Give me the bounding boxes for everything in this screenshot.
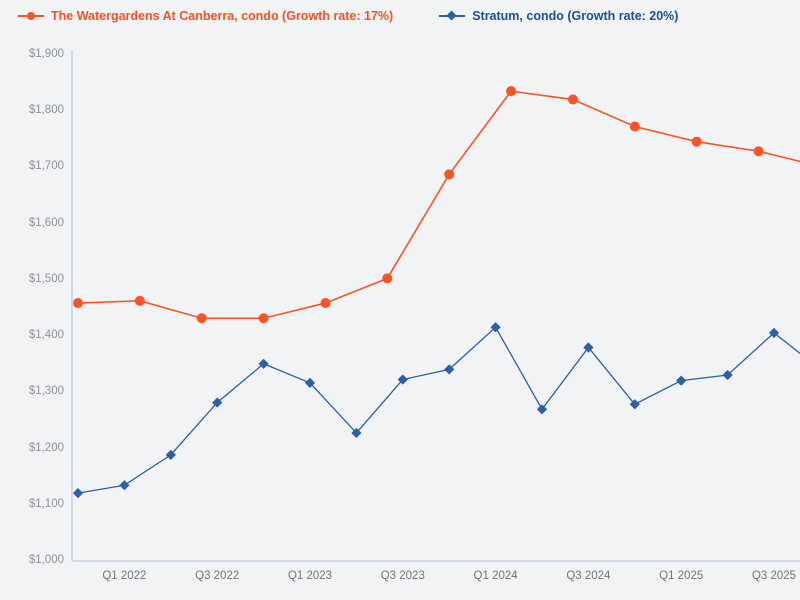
diamond-marker-icon (439, 10, 466, 22)
x-tick-label: Q3 2024 (566, 570, 611, 582)
y-tick-label: $1,800 (28, 104, 64, 117)
legend-label-watergardens: The Watergardens At Canberra, condo (Gro… (51, 9, 394, 23)
data-point-marker-a[interactable] (134, 295, 145, 306)
data-point-marker-a[interactable] (691, 136, 702, 147)
data-point-marker-b[interactable] (397, 374, 408, 385)
data-point-marker-b[interactable] (351, 427, 362, 439)
data-point-marker-b[interactable] (629, 399, 640, 410)
circle-marker-icon (18, 10, 44, 22)
x-tick-label: Q3 2023 (380, 570, 425, 582)
legend-item-watergardens[interactable]: The Watergardens At Canberra, condo (Gro… (18, 9, 393, 23)
y-tick-label: $1,500 (28, 272, 64, 285)
y-tick-label: $1,200 (28, 441, 64, 454)
legend-item-stratum[interactable]: Stratum, condo (Growth rate: 20%) (439, 9, 678, 23)
y-tick-label: $1,000 (28, 554, 64, 566)
y-tick-label: $1,100 (28, 497, 64, 510)
data-point-marker-b[interactable] (212, 397, 223, 408)
data-point-marker-a[interactable] (382, 273, 393, 284)
data-point-marker-a[interactable] (629, 121, 640, 132)
x-tick-label: Q3 2022 (195, 570, 240, 582)
chart-legend: The Watergardens At Canberra, condo (Gro… (0, 0, 800, 32)
data-point-marker-b[interactable] (444, 364, 455, 375)
x-tick-label: Q1 2025 (659, 570, 704, 582)
data-point-marker-a[interactable] (196, 313, 207, 324)
y-tick-label: $1,400 (28, 329, 64, 342)
data-point-marker-a[interactable] (567, 94, 578, 105)
legend-label-stratum: Stratum, condo (Growth rate: 20%) (472, 9, 679, 23)
data-point-marker-b[interactable] (258, 358, 269, 369)
data-point-marker-b[interactable] (536, 404, 548, 415)
x-tick-label: Q1 2024 (473, 570, 518, 582)
data-point-marker-a[interactable] (444, 169, 455, 180)
x-tick-label: Q1 2023 (287, 570, 333, 582)
y-axis-labels: $1,900 $1,800 $1,700 $1,600 $1,500 $1,400 $1,3… (0, 0, 64, 600)
data-point-marker-b[interactable] (165, 449, 176, 460)
data-point-marker-a[interactable] (753, 146, 764, 157)
x-tick-label: Q3 2025 (751, 570, 797, 582)
data-point-marker-b[interactable] (722, 369, 733, 381)
data-point-marker-b[interactable] (304, 377, 316, 388)
axis-lines (71, 50, 800, 562)
data-point-marker-a[interactable] (320, 298, 331, 309)
y-tick-label: $1,700 (28, 160, 64, 173)
y-tick-label: $1,300 (28, 385, 64, 398)
series-group (72, 86, 800, 499)
data-point-marker-a[interactable] (506, 86, 517, 97)
data-point-marker-b[interactable] (490, 322, 501, 333)
y-tick-label: $1,900 (28, 48, 64, 60)
x-tick-label: Q1 2022 (102, 570, 147, 582)
data-point-marker-a[interactable] (258, 313, 269, 324)
y-tick-label: $1,600 (28, 216, 64, 229)
data-point-marker-a[interactable] (73, 298, 83, 309)
